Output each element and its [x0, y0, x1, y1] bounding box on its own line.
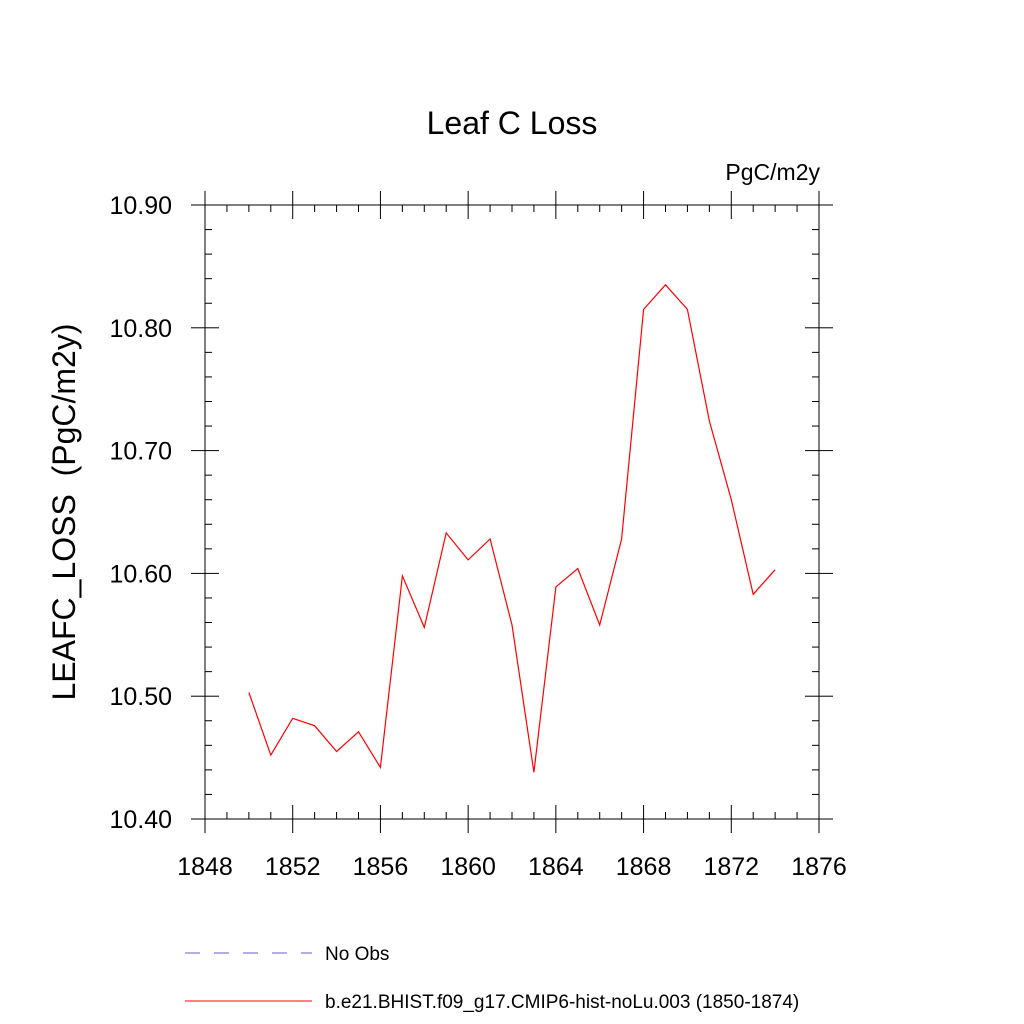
y-tick-label: 10.50: [109, 683, 172, 711]
y-tick-label: 10.80: [109, 315, 172, 343]
x-tick-label: 1860: [440, 853, 496, 881]
y-tick-label: 10.90: [109, 192, 172, 220]
x-tick-label: 1848: [177, 853, 233, 881]
axis-tick-labels: 1848 1852 1856 1860 1864 1868 1872 1876 10.40 10.…: [109, 192, 846, 881]
x-tick-label: 1852: [265, 853, 321, 881]
x-tick-label: 1856: [353, 853, 409, 881]
y-axis-label: LEAFC_LOSS (PgC/m2y): [46, 324, 82, 701]
legend: No Obs b.e21.BHIST.f09_g17.CMIP6-hist-noL…: [185, 944, 799, 1013]
plot-frame: [204, 204, 820, 820]
legend-label: b.e21.BHIST.f09_g17.CMIP6-hist-noLu.003 …: [325, 992, 799, 1013]
y-tick-label: 10.70: [109, 438, 172, 466]
x-tick-label: 1872: [703, 853, 759, 881]
chart-title: Leaf C Loss: [427, 105, 598, 141]
y-tick-label: 10.40: [109, 806, 172, 834]
y-tick-label: 10.60: [109, 560, 172, 588]
legend-label: No Obs: [325, 944, 389, 965]
x-tick-label: 1868: [616, 853, 672, 881]
series-line: [248, 283, 776, 773]
x-tick-label: 1864: [528, 853, 584, 881]
axis-ticks: [191, 191, 833, 833]
series-lines: [248, 283, 776, 773]
x-tick-label: 1876: [791, 853, 847, 881]
units-label: PgC/m2y: [725, 159, 820, 185]
